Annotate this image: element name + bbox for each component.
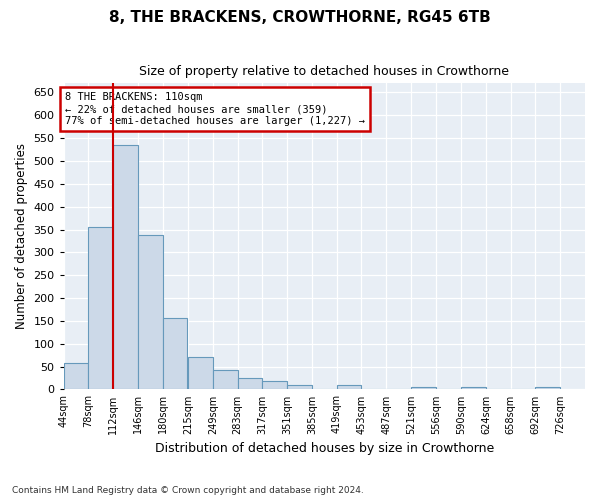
Text: 8 THE BRACKENS: 110sqm
← 22% of detached houses are smaller (359)
77% of semi-de: 8 THE BRACKENS: 110sqm ← 22% of detached… [65, 92, 365, 126]
Bar [188, 358, 213, 390]
Text: 8, THE BRACKENS, CROWTHORNE, RG45 6TB: 8, THE BRACKENS, CROWTHORNE, RG45 6TB [109, 10, 491, 25]
Y-axis label: Number of detached properties: Number of detached properties [15, 144, 28, 330]
Bar [535, 387, 560, 390]
Title: Size of property relative to detached houses in Crowthorne: Size of property relative to detached ho… [139, 65, 509, 78]
Bar [88, 227, 113, 390]
Bar [337, 385, 361, 390]
Bar [238, 378, 262, 390]
Bar [163, 318, 187, 390]
Bar [411, 387, 436, 390]
Bar [113, 145, 138, 390]
X-axis label: Distribution of detached houses by size in Crowthorne: Distribution of detached houses by size … [155, 442, 494, 455]
Bar [138, 236, 163, 390]
Bar [213, 370, 238, 390]
Bar [262, 381, 287, 390]
Bar [287, 385, 312, 390]
Text: Contains HM Land Registry data © Crown copyright and database right 2024.: Contains HM Land Registry data © Crown c… [12, 486, 364, 495]
Bar [461, 387, 486, 390]
Bar [64, 363, 88, 390]
